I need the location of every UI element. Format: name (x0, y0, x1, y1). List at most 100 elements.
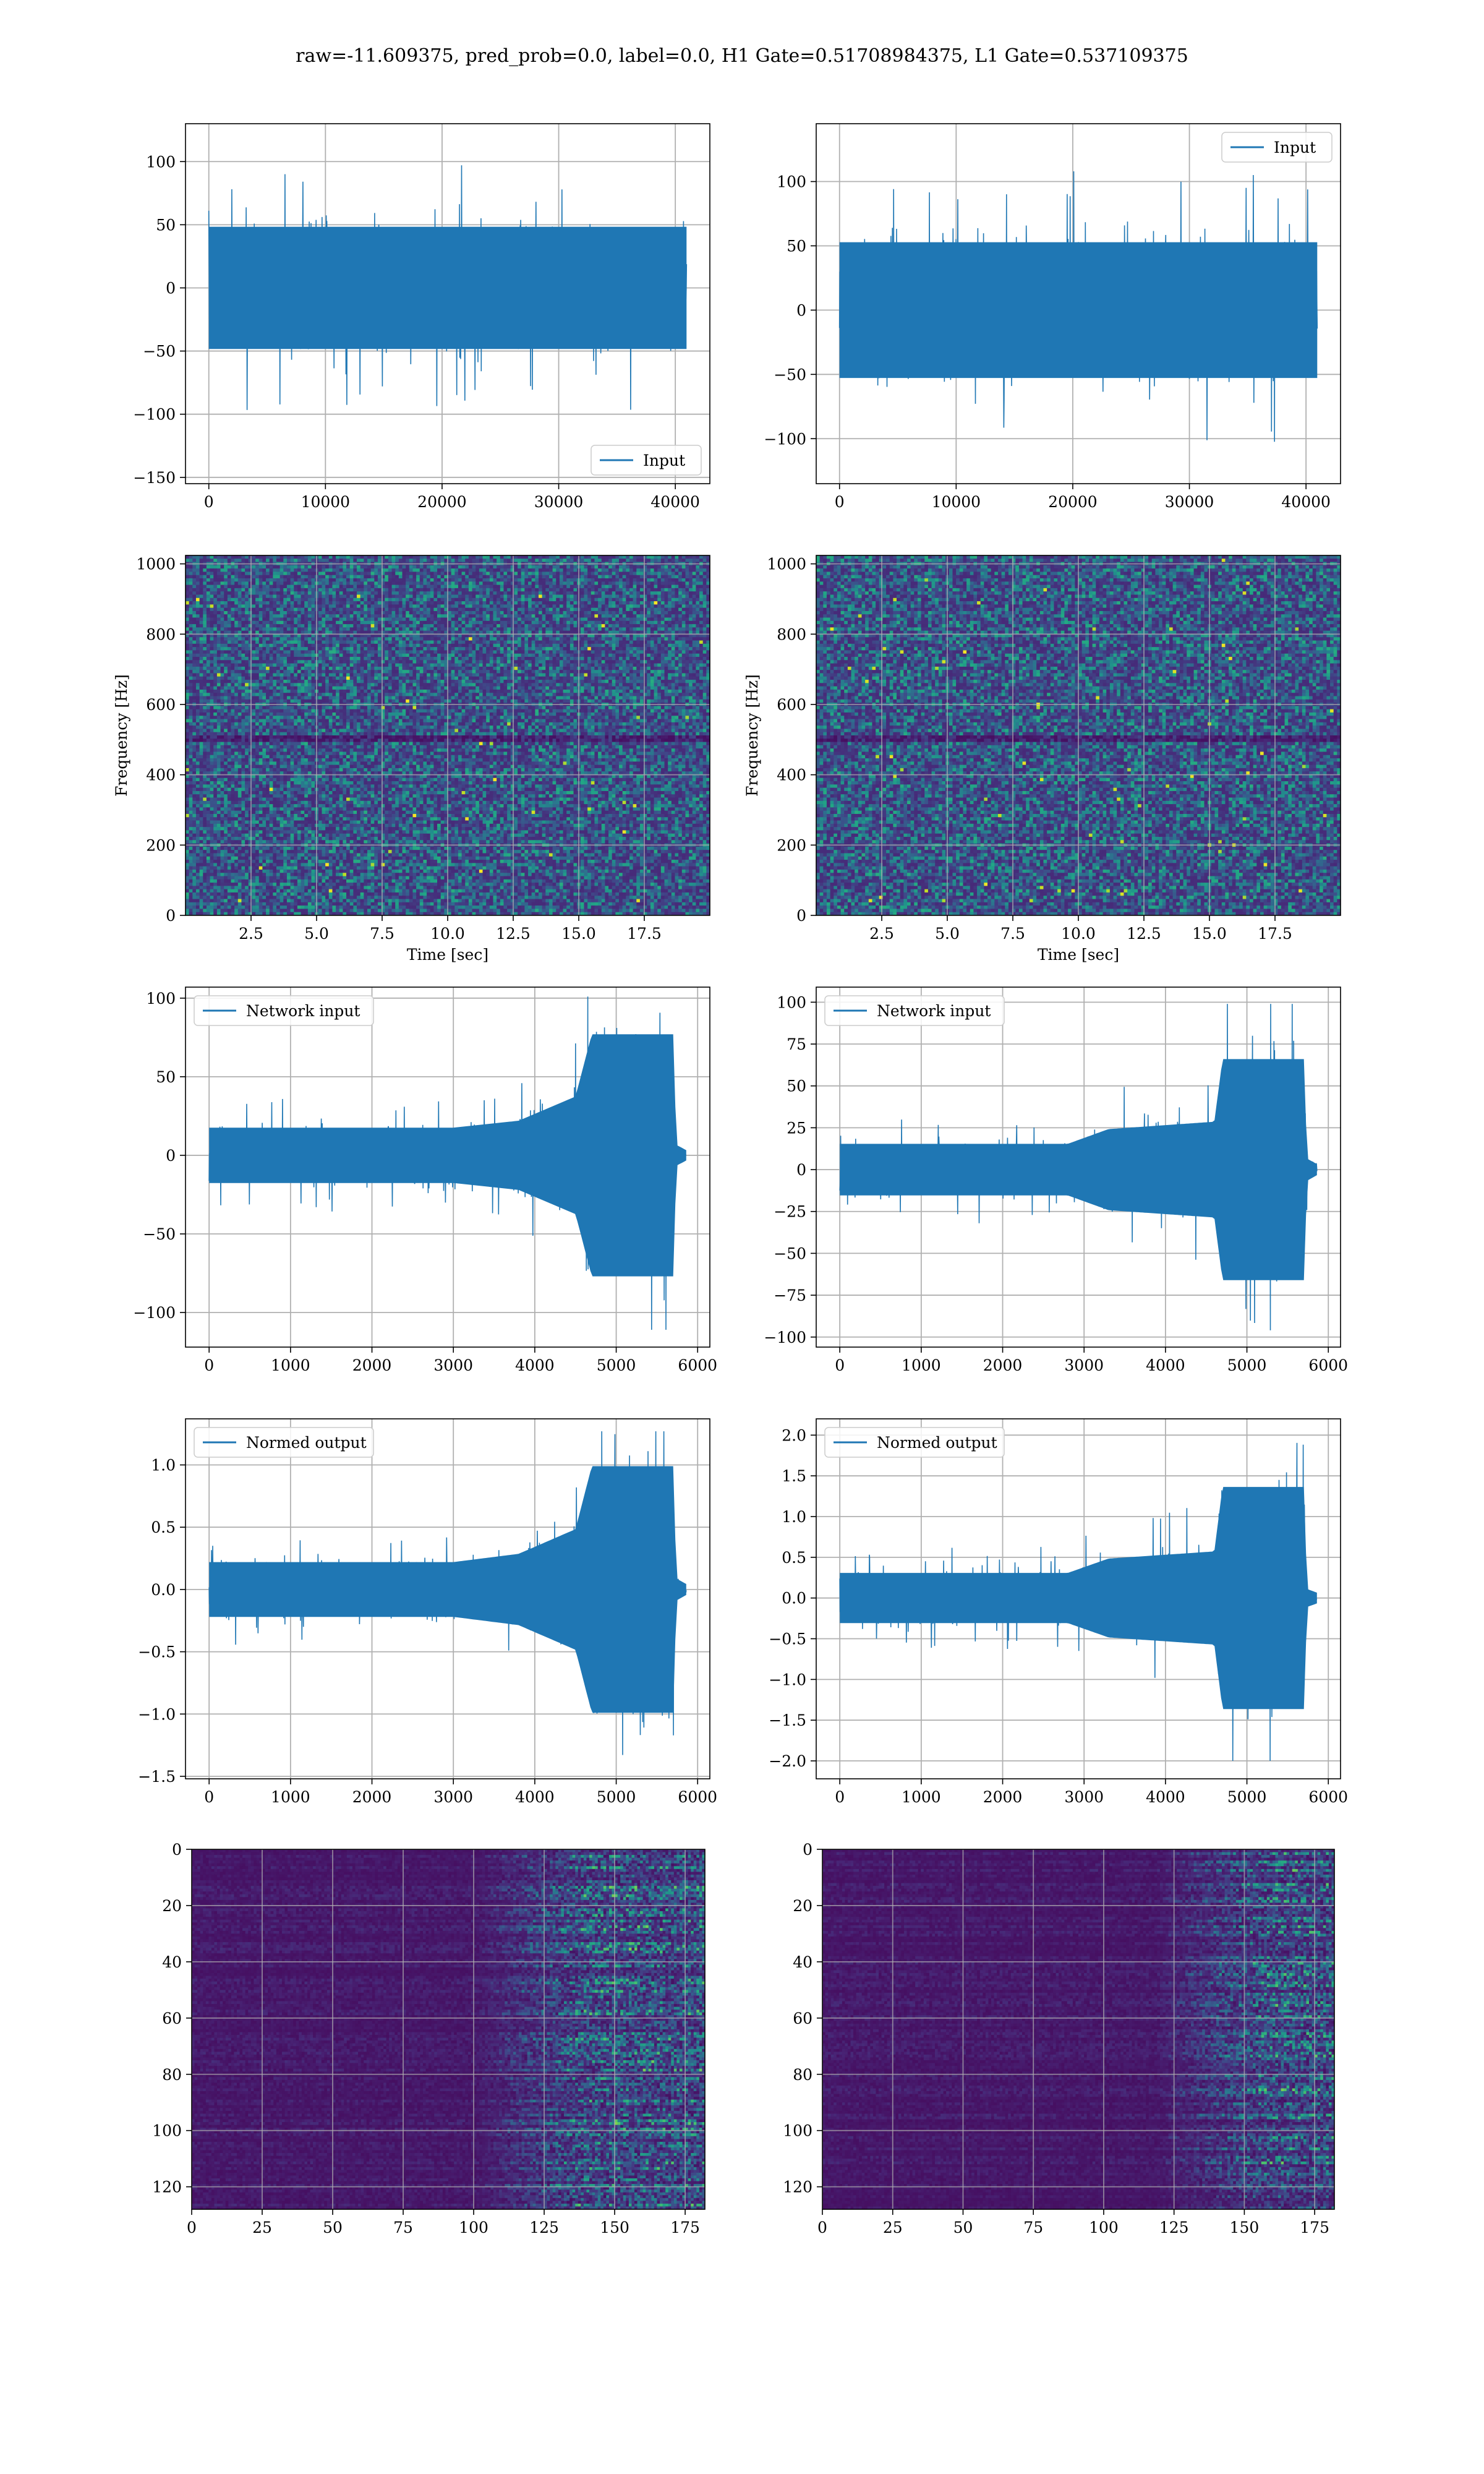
y-tick-label: 0 (803, 1841, 812, 1859)
x-tick-label: 25 (883, 2219, 903, 2236)
y-tick-label: 1.0 (782, 1508, 806, 1526)
x-tick-label: 1000 (271, 1788, 310, 1806)
x-tick-label: 175 (1300, 2219, 1329, 2236)
x-tick-label: 5.0 (935, 925, 960, 943)
legend: Input (1222, 132, 1332, 162)
y-tick-label: 1.0 (151, 1457, 176, 1475)
y-tick-label: 0.0 (782, 1590, 806, 1607)
x-tick-label: 3000 (433, 1356, 473, 1374)
x-tick-label: 2000 (352, 1788, 392, 1806)
y-tick-label: 20 (162, 1897, 182, 1915)
legend: Network input (194, 996, 373, 1025)
y-tick-label: 0 (796, 301, 806, 319)
normed-output-h1-panel: 0 1000 2000 3000 4000 5000 6000−1.5−1.0−0.50.0… (138, 1419, 717, 1806)
x-tick-label: 6000 (678, 1788, 717, 1806)
input-h1-series-line (209, 165, 687, 410)
x-tick-label: 10.0 (1061, 925, 1096, 943)
spectrogram-l1-panel: 2.5 5.0 7.5 10.0 12.5 15.0 17.5020040060080010… (743, 555, 1341, 964)
y-tick-label: 40 (162, 1953, 182, 1971)
x-tick-label: 0 (817, 2219, 827, 2236)
x-tick-label: 5000 (597, 1788, 636, 1806)
network-input-h1-panel: 0 1000 2000 3000 4000 5000 6000−100−50050100Ne… (133, 987, 717, 1374)
y-tick-label: −1.0 (138, 1705, 176, 1723)
normed-output-l1-series-line (840, 1443, 1317, 1761)
x-tick-label: 0 (835, 1356, 845, 1374)
x-tick-label: 75 (1023, 2219, 1043, 2236)
y-tick-label: −75 (774, 1286, 806, 1304)
x-axis-label: Time [sec] (407, 946, 488, 964)
y-tick-label: 0.0 (151, 1581, 176, 1599)
legend-label: Input (1274, 139, 1316, 156)
y-tick-label: 200 (777, 836, 806, 854)
x-tick-label: 7.5 (1000, 925, 1025, 943)
normed-output-h1-series-line (209, 1431, 686, 1755)
feature-map-h1-image (192, 1849, 706, 2210)
x-tick-label: 7.5 (370, 925, 394, 943)
x-tick-label: 5000 (1227, 1356, 1267, 1374)
y-tick-label: 800 (146, 625, 176, 643)
y-tick-label: 60 (162, 2010, 182, 2027)
x-tick-label: 75 (393, 2219, 413, 2236)
x-tick-label: 4000 (1146, 1788, 1185, 1806)
input-l1-series-line (840, 171, 1318, 442)
y-tick-label: 600 (146, 696, 176, 714)
x-tick-label: 6000 (1308, 1788, 1348, 1806)
legend-label: Input (643, 452, 685, 469)
x-tick-label: 12.5 (1127, 925, 1161, 943)
y-tick-label: 200 (146, 836, 176, 854)
x-tick-label: 175 (670, 2219, 700, 2236)
y-tick-label: 2.0 (782, 1426, 806, 1444)
network-input-h1-series-line (209, 996, 686, 1330)
y-tick-label: −50 (774, 1244, 806, 1262)
y-tick-label: 25 (787, 1119, 806, 1137)
x-tick-label: 100 (459, 2219, 488, 2236)
x-tick-label: 0 (204, 1356, 214, 1374)
y-tick-label: 400 (777, 766, 806, 784)
y-axis-label: Frequency [Hz] (113, 674, 130, 797)
x-tick-label: 20000 (417, 493, 467, 511)
x-tick-label: 17.5 (627, 925, 662, 943)
normed-output-l1-panel: 0 1000 2000 3000 4000 5000 6000−2.0−1.5−1.0−0.… (769, 1419, 1348, 1806)
x-tick-label: 0 (187, 2219, 197, 2236)
x-tick-label: 4000 (515, 1356, 555, 1374)
y-tick-label: 20 (793, 1897, 812, 1915)
x-tick-label: 125 (529, 2219, 559, 2236)
x-tick-label: 10000 (301, 493, 351, 511)
x-tick-label: 0 (204, 1788, 214, 1806)
x-tick-label: 5000 (597, 1356, 636, 1374)
legend: Normed output (825, 1427, 1004, 1457)
x-tick-label: 100 (1089, 2219, 1119, 2236)
x-tick-label: 40000 (650, 493, 700, 511)
y-tick-label: −100 (133, 406, 176, 424)
x-tick-label: 50 (953, 2219, 973, 2236)
y-tick-label: −50 (143, 1225, 176, 1243)
y-tick-label: −50 (143, 343, 176, 361)
x-tick-label: 6000 (678, 1356, 717, 1374)
y-tick-label: −1.5 (769, 1711, 806, 1729)
y-tick-label: −1.0 (769, 1671, 806, 1689)
x-tick-label: 0 (835, 1788, 845, 1806)
network-input-l1-panel: 0 1000 2000 3000 4000 5000 6000−100−75−50−2502… (764, 987, 1348, 1374)
x-tick-label: 40000 (1281, 493, 1331, 511)
y-tick-label: 120 (783, 2178, 812, 2196)
x-tick-label: 1000 (902, 1788, 941, 1806)
y-tick-label: 1.5 (782, 1467, 806, 1485)
y-tick-label: 100 (777, 993, 806, 1011)
y-tick-label: 100 (146, 990, 176, 1008)
y-tick-label: 60 (793, 2010, 812, 2027)
legend: Normed output (194, 1427, 373, 1457)
y-tick-label: 100 (152, 2122, 182, 2140)
spectrogram-h1-panel: 2.5 5.0 7.5 10.0 12.5 15.0 17.5020040060080010… (113, 555, 710, 964)
y-tick-label: 100 (783, 2122, 812, 2140)
legend-label: Network input (246, 1002, 360, 1020)
y-tick-label: −2.0 (769, 1752, 806, 1770)
y-tick-label: −1.5 (138, 1768, 176, 1786)
legend-label: Normed output (246, 1434, 367, 1452)
y-tick-label: 100 (146, 153, 176, 171)
y-tick-label: 0.5 (151, 1518, 176, 1536)
x-tick-label: 15.0 (1192, 925, 1227, 943)
